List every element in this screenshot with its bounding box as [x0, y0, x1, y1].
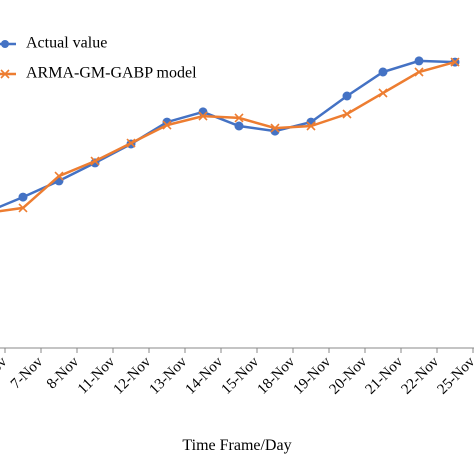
point: [450, 57, 460, 67]
point: [414, 56, 424, 66]
point: [162, 120, 172, 130]
x-tick-label: 20-Nov: [327, 354, 371, 398]
x-tick-label: 15-Nov: [219, 354, 263, 398]
legend-marker: [1, 40, 9, 48]
x-tick-label: Nov: [0, 354, 11, 384]
x-tick-label: 11-Nov: [75, 354, 119, 398]
point: [54, 171, 64, 181]
series-line: [0, 60, 456, 213]
point: [342, 91, 352, 101]
x-axis-title: Time Frame/Day: [182, 437, 291, 454]
x-tick-label: 7-Nov: [8, 354, 47, 393]
point: [126, 138, 136, 148]
x-tick-label: 18-Nov: [255, 354, 299, 398]
x-tick-label: 14-Nov: [183, 354, 227, 398]
legend-label: ARMA-GM-GABP model: [26, 65, 197, 82]
point: [378, 67, 388, 77]
point: [306, 121, 316, 131]
point: [342, 109, 352, 119]
x-tick-label: 21-Nov: [363, 354, 407, 398]
point: [414, 67, 424, 77]
point: [90, 156, 100, 166]
x-tick-label: 19-Nov: [291, 354, 335, 398]
point: [270, 123, 280, 133]
point: [18, 192, 28, 202]
point: [18, 203, 28, 213]
point: [234, 113, 244, 123]
x-tick-label: 13-Nov: [147, 354, 191, 398]
point: [378, 88, 388, 98]
x-tick-label: 12-Nov: [111, 354, 155, 398]
point: [198, 111, 208, 121]
x-tick-label: 25-Nov: [435, 354, 474, 398]
legend-marker: [0, 69, 10, 79]
point: [234, 121, 244, 131]
legend-label: Actual value: [26, 35, 107, 52]
x-tick-label: 22-Nov: [399, 354, 443, 398]
series-line: [0, 59, 456, 209]
